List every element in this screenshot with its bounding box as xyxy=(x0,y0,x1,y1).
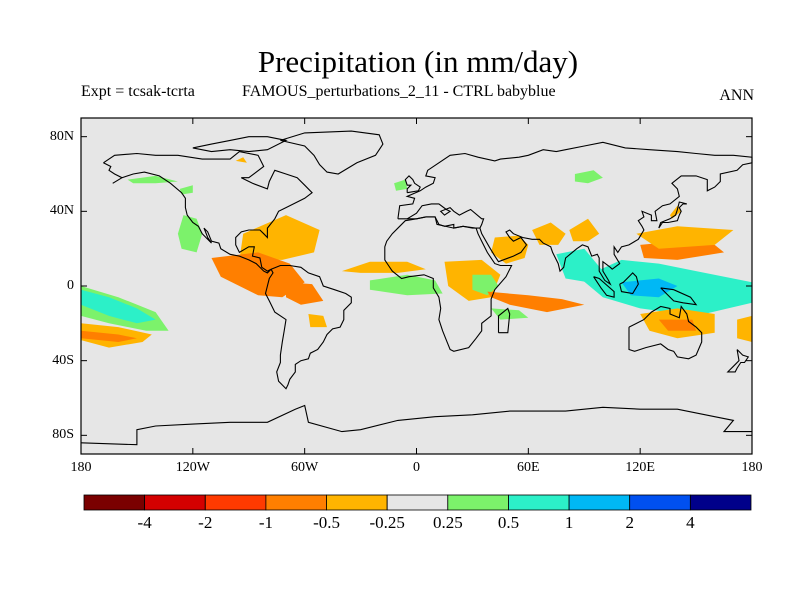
region-warm-pool-strong-wet xyxy=(621,278,678,298)
coast-eurasia xyxy=(397,141,753,286)
lat-label: 0 xyxy=(67,278,74,293)
coast-canadian-islands xyxy=(192,136,288,153)
region-arctic-dry xyxy=(235,157,247,163)
colorbar-swatch xyxy=(508,494,570,511)
coast-mediterranean-north xyxy=(406,203,485,229)
region-tropical-pacific-dry xyxy=(636,226,734,249)
region-south-pacific-strong-dry xyxy=(658,319,697,331)
lat-label: 80S xyxy=(52,427,74,443)
colorbar-swatch xyxy=(83,494,145,511)
region-amazon-dry xyxy=(286,282,324,305)
lat-label: 40N xyxy=(49,203,74,219)
coast-africa xyxy=(384,216,513,352)
axis-ticks xyxy=(80,118,753,454)
region-itcz-pacific-strong-wet xyxy=(81,289,156,324)
coast-madagascar xyxy=(497,307,511,334)
region-arabia-dry xyxy=(532,222,566,245)
anomaly-regions xyxy=(81,157,752,348)
colorbar-label: 0.25 xyxy=(432,513,463,532)
lon-label: 120E xyxy=(625,460,655,475)
colorbar-label: 4 xyxy=(686,513,695,532)
coast-new-guinea xyxy=(660,287,698,306)
colorbar-label: 0.5 xyxy=(497,513,520,532)
colorbar-swatch xyxy=(265,494,327,511)
region-atlantic-subtropic-wet xyxy=(394,179,408,191)
colorbar-swatch xyxy=(447,494,509,511)
season-label: ANN xyxy=(719,87,754,104)
colorbar-swatch xyxy=(144,494,206,511)
lat-label: 40S xyxy=(52,352,74,368)
coast-antarctica xyxy=(80,404,752,446)
colorbar xyxy=(83,494,752,511)
colorbar-swatch xyxy=(386,494,449,511)
lon-label: 60E xyxy=(517,460,540,475)
colorbar-swatch xyxy=(326,494,388,511)
region-south-atlantic-dry xyxy=(308,314,327,328)
region-east-africa-wet xyxy=(472,274,499,296)
colorbar-label: -4 xyxy=(137,513,152,532)
coast-britain xyxy=(404,175,421,194)
colorbar-swatch xyxy=(629,494,691,511)
colorbar-label: -2 xyxy=(198,513,213,532)
colorbar-swatch xyxy=(204,494,267,511)
region-tropical-atlantic-dry xyxy=(341,261,426,273)
coast-north-america xyxy=(103,151,313,274)
region-hudson-wet xyxy=(179,185,193,195)
coast-sumatra xyxy=(593,276,615,298)
experiment-label: Expt = tcsak-tcrta xyxy=(81,83,195,100)
coast-greenland xyxy=(280,130,384,175)
coastlines xyxy=(80,130,753,446)
lat-label: 80N xyxy=(49,128,74,144)
region-southwest-pacific-dry xyxy=(737,315,752,342)
region-india-dry xyxy=(569,218,600,242)
lon-label: 60W xyxy=(291,460,319,475)
lon-label: 180 xyxy=(741,460,763,475)
region-south-pacific-convergence-strong-dry xyxy=(81,330,137,342)
coast-south-america xyxy=(264,264,352,390)
lon-label: 120W xyxy=(175,460,210,475)
colorbar-label: -1 xyxy=(258,513,273,532)
region-west-india-dry xyxy=(491,235,529,264)
coast-australia xyxy=(628,305,703,360)
colorbar-label: 1 xyxy=(564,513,574,532)
colorbar-label: 2 xyxy=(625,513,634,532)
coast-japan xyxy=(658,201,687,229)
region-north-america-subarctic-wet xyxy=(127,175,178,184)
region-indian-ocean-dry xyxy=(487,291,585,313)
coast-new-zealand xyxy=(726,349,750,373)
lon-label: 0 xyxy=(413,460,420,475)
colorbar-label: -0.25 xyxy=(369,513,405,532)
region-kamchatka-dry xyxy=(670,205,682,219)
description-label: FAMOUS_perturbations_2_11 - CTRL babyblu… xyxy=(242,83,556,100)
colorbar-label: -0.5 xyxy=(313,513,340,532)
region-central-america-dry xyxy=(239,215,320,260)
region-tropical-atlantic-wet xyxy=(369,274,443,296)
coast-borneo xyxy=(619,272,639,295)
lon-label: 180 xyxy=(70,460,92,475)
colorbar-swatch xyxy=(690,494,752,511)
region-caribbean-strong-dry xyxy=(211,252,305,298)
region-siberia-wet xyxy=(574,170,603,184)
map-title: Precipitation (in mm/day) xyxy=(257,44,579,79)
colorbar-swatch xyxy=(568,494,631,511)
